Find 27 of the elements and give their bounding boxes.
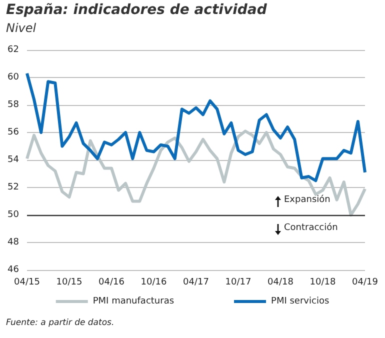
legend-label: PMI manufacturas — [92, 296, 174, 306]
line-series — [26, 72, 366, 182]
y-tick-label: 50 — [8, 210, 20, 220]
x-tick-label: 04/17 — [183, 278, 209, 288]
chart-title: España: indicadores de actividad — [6, 2, 267, 18]
x-tick-label: 10/16 — [140, 278, 167, 288]
x-tick-label: 10/15 — [56, 278, 82, 288]
y-tick-label: 48 — [8, 238, 20, 248]
annotation: Contracción — [284, 223, 338, 233]
x-tick-label: 04/19 — [352, 278, 378, 288]
y-tick-label: 52 — [8, 182, 19, 192]
x-tick-label: 10/17 — [225, 278, 252, 288]
y-tick-label: 46 — [8, 265, 20, 275]
y-tick-label: 58 — [8, 100, 20, 110]
line-series — [26, 130, 366, 216]
y-tick-label: 62 — [8, 45, 19, 55]
x-tick-label: 04/15 — [14, 278, 40, 288]
x-tick-label: 10/18 — [310, 278, 336, 288]
y-tick-label: 54 — [8, 155, 20, 165]
x-tick-label: 04/16 — [98, 278, 125, 288]
y-tick-label: 60 — [8, 72, 20, 82]
source-note: Fuente: a partir de datos. — [6, 318, 114, 328]
legend-label: PMI servicios — [271, 296, 330, 306]
annotation: Expansión — [284, 195, 330, 205]
y-tick-label: 56 — [8, 128, 20, 138]
chart-subtitle: Nivel — [6, 21, 36, 35]
x-tick-label: 04/18 — [268, 278, 294, 288]
